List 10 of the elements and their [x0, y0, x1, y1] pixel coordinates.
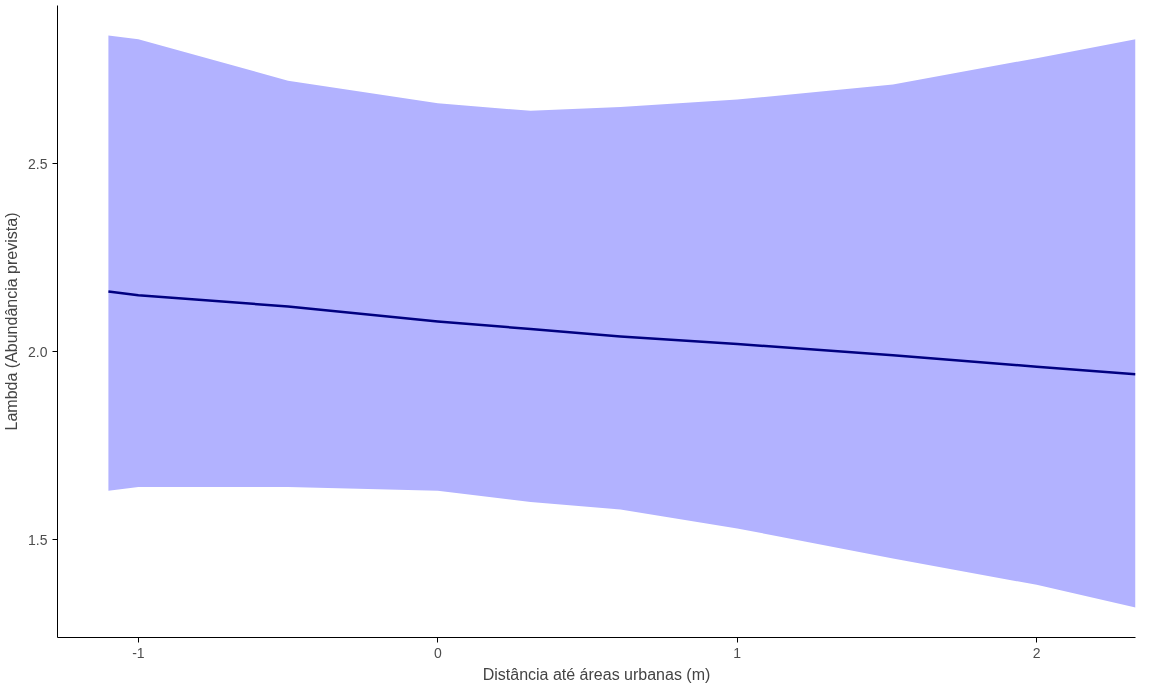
y-tick-label: 2.0	[28, 343, 48, 360]
x-axis-title: Distância até áreas urbanas (m)	[482, 665, 711, 683]
x-tick-label: -1	[132, 644, 145, 661]
x-tick-label: 2	[1032, 644, 1041, 661]
x-tick-label: 0	[433, 644, 442, 661]
y-axis-title: Lambda (Abundância prevista)	[3, 212, 21, 431]
y-tick-label: 1.5	[28, 531, 48, 548]
line-series	[107, 290, 1136, 376]
x-tick-label: 1	[733, 644, 742, 661]
y-tick-label: 2.5	[28, 155, 48, 172]
